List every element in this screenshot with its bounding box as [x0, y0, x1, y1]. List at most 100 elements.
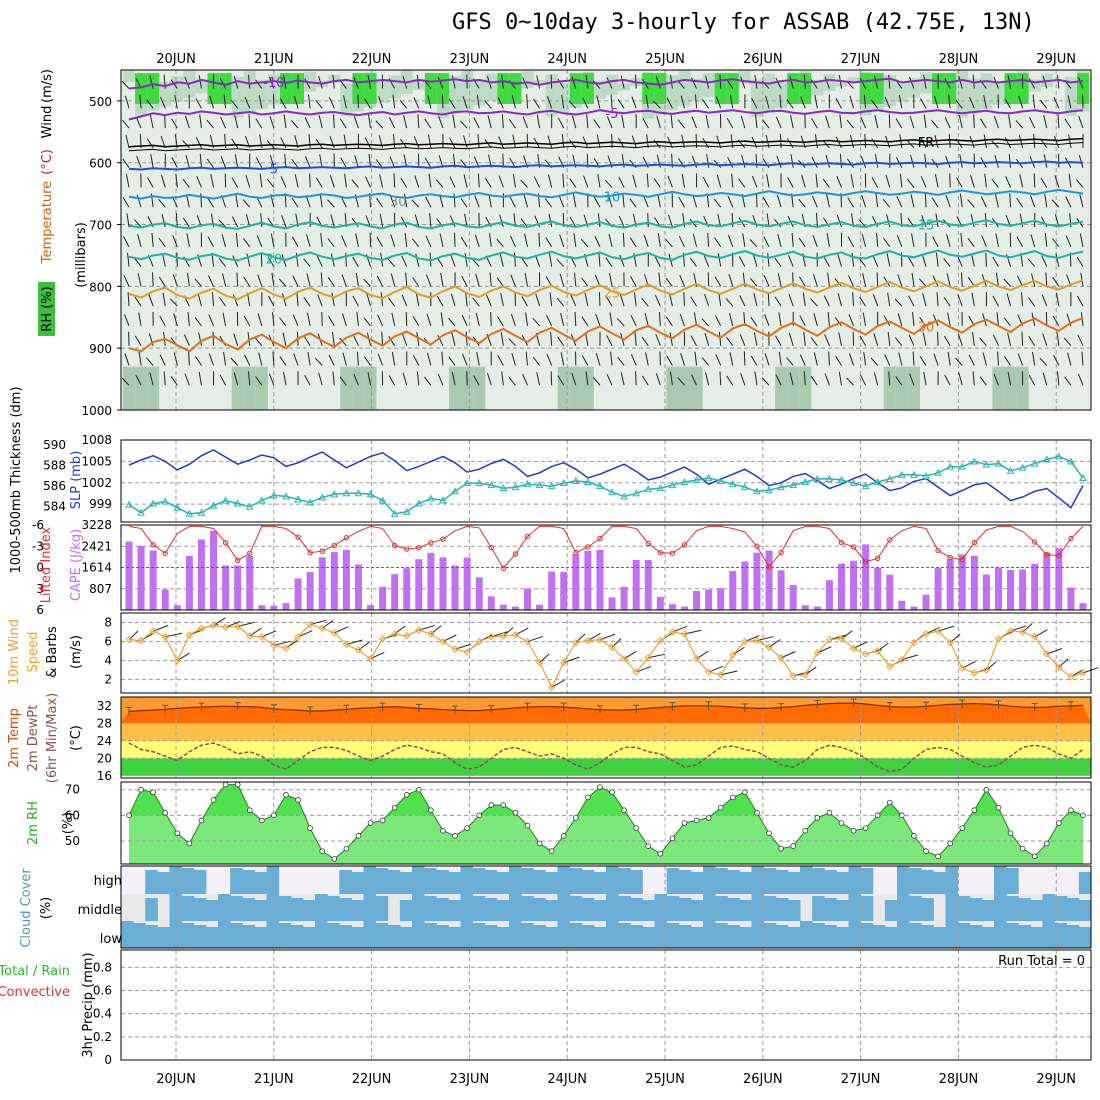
wind-barb — [293, 353, 299, 366]
wind-barb — [525, 312, 529, 326]
cloud-cell-high — [412, 866, 425, 894]
wind10-point — [777, 654, 785, 662]
wind-barb — [677, 377, 685, 386]
thickness-point — [873, 477, 882, 486]
wind-barb — [316, 255, 323, 267]
cloud-cell-high — [424, 868, 437, 894]
wind-barb — [1016, 197, 1024, 208]
wind-barb — [497, 355, 504, 366]
wind-barb — [1030, 234, 1036, 247]
wind-barb — [268, 295, 275, 307]
wind-barb — [985, 252, 987, 267]
wind-barb — [1077, 373, 1084, 386]
thickness-point — [656, 484, 665, 492]
cloud-cell-middle — [412, 894, 425, 921]
wind-barb — [790, 154, 794, 168]
wind-barb — [499, 214, 504, 228]
cloud-cell-low — [787, 927, 801, 948]
wind-barb — [282, 293, 287, 307]
wind-barb — [510, 313, 516, 327]
cape-bar — [536, 604, 544, 610]
wind-barb — [714, 276, 722, 287]
wind-barb — [388, 375, 396, 386]
wind-barb — [646, 134, 649, 148]
wind-barb — [909, 154, 915, 168]
wind-barb — [619, 254, 625, 267]
wind-barb — [353, 373, 359, 386]
wind-barb — [1042, 333, 1048, 346]
cape-tick: 807 — [89, 582, 112, 596]
cloud-cell-low — [969, 925, 983, 948]
thickness-point — [270, 491, 278, 499]
thickness-point — [861, 482, 870, 490]
wind-barb — [909, 373, 915, 386]
wind-barb — [352, 334, 359, 346]
wind-barb — [876, 232, 879, 247]
wind-barb — [909, 76, 915, 89]
temp-band — [121, 758, 1091, 776]
wind-barb — [908, 295, 915, 307]
wind-barb — [713, 198, 722, 208]
thickness-point — [535, 481, 544, 489]
ylabel-temp-unit: (°C) — [69, 725, 84, 751]
wind-barb — [931, 119, 939, 129]
wind-barb — [376, 275, 384, 287]
cloud-cell-low — [133, 923, 146, 948]
wind-barb — [341, 274, 347, 287]
wind-barb — [1054, 175, 1060, 188]
wind-barb — [387, 258, 396, 267]
wind-barb — [875, 193, 879, 208]
wind-barb — [352, 295, 359, 307]
wind10-point — [886, 662, 894, 671]
cape-bar — [258, 605, 266, 610]
wind10-point — [354, 646, 363, 654]
wind-barb — [597, 173, 601, 188]
wind-barb — [668, 293, 673, 307]
wind-barb — [437, 373, 444, 386]
wind10-point — [366, 655, 375, 663]
wind-barb — [765, 95, 770, 109]
rh-contour-label: 30 — [390, 195, 407, 210]
wind-barb — [751, 175, 758, 188]
wind-barb — [813, 313, 818, 327]
wind-barb — [259, 173, 263, 188]
li-tick: 6 — [36, 603, 44, 617]
wind-barb — [342, 352, 347, 366]
wind-barb — [630, 315, 637, 327]
wind-barb — [691, 374, 698, 386]
wind-barb — [230, 99, 239, 109]
isotherm-FR — [128, 137, 1084, 148]
cloud-cell-middle — [812, 896, 825, 921]
wind-barb — [860, 116, 867, 129]
wind-barb — [585, 371, 589, 386]
wind-barb — [982, 352, 987, 366]
wind-barb — [148, 294, 154, 307]
ylabel-minmax: (6hr Min/Max) — [45, 693, 60, 783]
wind-barb — [872, 294, 879, 307]
wind-barb — [332, 371, 335, 386]
wind-barb — [702, 99, 710, 109]
wind-barb — [173, 313, 178, 327]
wind-barb — [158, 276, 166, 287]
wind-barb — [403, 115, 408, 129]
wind-barb — [459, 120, 468, 129]
wind-barb — [439, 233, 444, 247]
wind-barb — [550, 331, 553, 346]
wind-barb — [221, 234, 227, 247]
wind-barb — [979, 376, 987, 386]
wind-barb — [666, 355, 673, 366]
wind-barb — [750, 355, 758, 366]
wind-barb — [364, 137, 371, 149]
wind-barb — [933, 353, 939, 366]
wind-barb — [526, 94, 529, 109]
wind-barb — [451, 75, 456, 89]
wind-barb — [412, 316, 420, 327]
rh-cell-low — [666, 366, 679, 410]
cloud-cell-middle — [302, 900, 316, 921]
rh2m-point — [138, 786, 144, 793]
wind-barb — [557, 375, 565, 386]
rh2m-point — [246, 807, 253, 813]
wind-barb — [163, 371, 166, 386]
wind10-point — [1030, 633, 1039, 641]
cloud-cell-low — [169, 921, 183, 948]
